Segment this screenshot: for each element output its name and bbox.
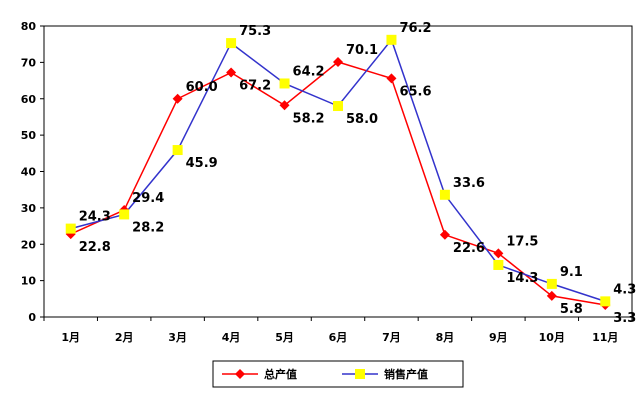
legend-label: 总产值 xyxy=(264,367,297,381)
y-tick-label: 10 xyxy=(21,275,37,288)
data-point xyxy=(333,101,343,112)
data-label: 22.8 xyxy=(79,240,111,255)
data-label: 5.8 xyxy=(560,302,583,317)
data-point xyxy=(386,73,397,84)
legend-marker xyxy=(235,369,245,379)
data-label: 17.5 xyxy=(506,234,538,249)
y-tick-label: 50 xyxy=(21,129,37,142)
data-label: 70.1 xyxy=(346,43,378,58)
y-tick-label: 80 xyxy=(21,20,37,33)
data-label: 4.3 xyxy=(613,282,636,297)
data-point xyxy=(279,100,290,111)
data-point xyxy=(119,209,130,220)
data-point xyxy=(546,278,557,289)
y-tick-label: 60 xyxy=(21,93,37,106)
data-label: 67.2 xyxy=(239,79,271,94)
x-tick-label: 5月 xyxy=(275,331,294,344)
y-tick-label: 0 xyxy=(28,311,36,324)
data-label: 75.3 xyxy=(239,24,271,39)
y-tick-label: 70 xyxy=(21,56,37,69)
x-tick-label: 9月 xyxy=(489,331,508,344)
x-tick-label: 2月 xyxy=(115,331,134,344)
data-point xyxy=(333,57,343,68)
data-point xyxy=(279,78,290,89)
data-label: 58.0 xyxy=(346,112,378,127)
x-tick-label: 7月 xyxy=(382,331,401,344)
data-label: 3.3 xyxy=(613,311,636,326)
x-tick-label: 4月 xyxy=(222,331,241,344)
data-label: 60.0 xyxy=(186,80,218,95)
series-line-1 xyxy=(70,38,606,303)
data-point xyxy=(386,34,397,45)
data-label: 29.4 xyxy=(132,191,164,206)
x-tick-label: 8月 xyxy=(436,331,455,344)
data-label: 24.3 xyxy=(79,210,111,225)
data-point xyxy=(546,290,557,301)
data-point xyxy=(493,259,504,270)
data-point xyxy=(172,145,183,156)
x-tick-label: 6月 xyxy=(329,331,348,344)
data-label: 58.2 xyxy=(293,111,325,126)
plot-area xyxy=(43,25,633,318)
legend-marker xyxy=(355,369,365,379)
data-point xyxy=(226,67,237,78)
data-label: 22.6 xyxy=(453,241,485,256)
data-label: 65.6 xyxy=(399,84,431,99)
data-label: 33.6 xyxy=(453,176,485,191)
x-tick-label: 3月 xyxy=(168,331,187,344)
data-point xyxy=(439,229,450,240)
data-point xyxy=(172,93,183,104)
data-label: 9.1 xyxy=(560,265,583,280)
data-point xyxy=(493,248,504,259)
data-label: 64.2 xyxy=(293,64,325,79)
series-line-0 xyxy=(70,61,606,306)
x-tick-label: 1月 xyxy=(61,331,80,344)
legend-label: 销售产值 xyxy=(384,367,428,381)
y-tick-label: 40 xyxy=(21,166,37,179)
data-label: 28.2 xyxy=(132,220,164,235)
data-point xyxy=(439,189,450,200)
data-label: 45.9 xyxy=(186,156,218,171)
data-point xyxy=(65,223,76,234)
data-point xyxy=(226,38,237,49)
y-tick-label: 20 xyxy=(21,238,37,251)
y-tick-label: 30 xyxy=(21,202,37,215)
data-label: 14.3 xyxy=(506,271,538,286)
data-label: 76.2 xyxy=(399,21,431,36)
x-tick-label: 10月 xyxy=(539,331,565,344)
data-point xyxy=(600,296,611,307)
x-tick-label: 11月 xyxy=(592,331,618,344)
